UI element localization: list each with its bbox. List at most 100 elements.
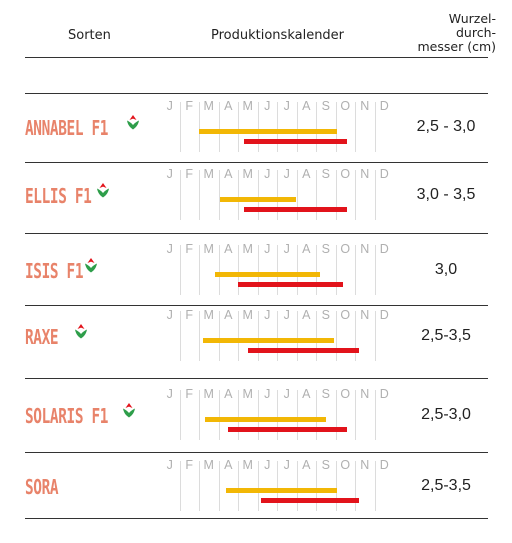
header-sorten: Sorten xyxy=(68,28,111,43)
month-separator xyxy=(257,461,259,511)
variety-row: ISIS F1 J F M A M J J A S O N D 3,0 xyxy=(0,239,512,299)
month-separator xyxy=(277,245,278,295)
month-separator xyxy=(179,311,181,361)
month-label: O xyxy=(340,387,351,401)
month-label: D xyxy=(379,387,389,401)
month-separator xyxy=(316,311,317,361)
month-separator xyxy=(218,170,220,220)
month-separator xyxy=(316,390,317,440)
month-label: J xyxy=(264,458,271,472)
month-separator xyxy=(277,170,278,220)
root-diameter: 2,5 - 3,0 xyxy=(416,118,476,135)
month-separator xyxy=(335,461,337,511)
month-label: M xyxy=(242,387,253,401)
month-separator xyxy=(238,170,239,220)
variety-row: SORA J F M A M J J A S O N D 2,5-3,5 xyxy=(0,455,512,515)
leaf-icon xyxy=(84,257,98,273)
sowing-bar xyxy=(214,272,320,277)
month-separator xyxy=(335,390,337,440)
leaf-icon xyxy=(126,114,140,130)
month-separator xyxy=(296,461,298,511)
variety-name: ANNABEL F1 xyxy=(25,116,109,140)
month-label: J xyxy=(264,387,271,401)
leaf-icon xyxy=(122,402,136,418)
month-label: J xyxy=(166,308,173,322)
month-label: J xyxy=(283,458,290,472)
row-divider xyxy=(25,305,488,306)
variety-row: SOLARIS F1 J F M A M J J A S O N D 2,5-3,0 xyxy=(0,384,512,444)
month-label: D xyxy=(379,167,389,181)
month-separator xyxy=(355,170,356,220)
month-separator xyxy=(374,311,376,361)
harvest-bar xyxy=(238,282,344,287)
variety-name: SORA xyxy=(25,475,59,499)
variety-name: RAXE xyxy=(25,325,59,349)
month-separator xyxy=(316,102,317,152)
month-label: J xyxy=(283,99,290,113)
variety-name: ELLIS F1 xyxy=(25,184,92,208)
month-label: J xyxy=(166,99,173,113)
month-label: A xyxy=(302,99,311,113)
month-separator xyxy=(218,390,220,440)
month-label: A xyxy=(302,458,311,472)
month-label: F xyxy=(185,308,194,322)
month-label: J xyxy=(283,387,290,401)
month-separator xyxy=(277,461,278,511)
month-label: A xyxy=(224,167,233,181)
month-label: N xyxy=(360,99,370,113)
sowing-bar xyxy=(202,338,334,343)
month-separator xyxy=(335,311,337,361)
month-separator xyxy=(218,245,220,295)
month-separator xyxy=(257,390,259,440)
month-label: D xyxy=(379,99,389,113)
month-label: J xyxy=(166,387,173,401)
month-label: O xyxy=(340,242,351,256)
month-label: J xyxy=(166,242,173,256)
month-label: F xyxy=(185,167,194,181)
harvest-bar xyxy=(243,207,348,212)
month-label: D xyxy=(379,458,389,472)
month-separator xyxy=(199,461,200,511)
harvest-bar xyxy=(243,139,348,144)
month-label: J xyxy=(264,167,271,181)
header-wurzel-line-2: durch- xyxy=(455,25,496,40)
month-separator xyxy=(257,311,259,361)
row-divider xyxy=(25,162,488,163)
month-label: A xyxy=(302,308,311,322)
month-separator xyxy=(179,245,181,295)
month-separator xyxy=(355,311,356,361)
month-label: M xyxy=(242,308,253,322)
month-label: O xyxy=(340,458,351,472)
month-separator xyxy=(218,461,220,511)
month-label: S xyxy=(321,458,330,472)
month-label: A xyxy=(302,242,311,256)
header-wurzel-line-3: messer (cm) xyxy=(417,39,497,54)
month-separator xyxy=(218,311,220,361)
month-label: S xyxy=(321,387,330,401)
month-label: M xyxy=(203,167,214,181)
month-label: M xyxy=(242,167,253,181)
month-label: F xyxy=(185,242,194,256)
month-label: S xyxy=(321,99,330,113)
row-divider xyxy=(25,233,488,234)
month-label: N xyxy=(360,308,370,322)
month-label: S xyxy=(321,167,330,181)
month-label: N xyxy=(360,458,370,472)
row-divider xyxy=(25,378,488,379)
month-separator xyxy=(374,461,376,511)
month-label: J xyxy=(283,242,290,256)
month-separator xyxy=(257,245,259,295)
month-label: D xyxy=(379,242,389,256)
month-label: A xyxy=(224,242,233,256)
month-label: J xyxy=(264,242,271,256)
month-separator xyxy=(355,245,356,295)
root-diameter: 2,5-3,0 xyxy=(421,406,471,423)
month-separator xyxy=(218,102,220,152)
month-label: M xyxy=(203,242,214,256)
month-separator xyxy=(277,311,278,361)
row-divider xyxy=(25,93,488,94)
month-separator xyxy=(238,102,239,152)
